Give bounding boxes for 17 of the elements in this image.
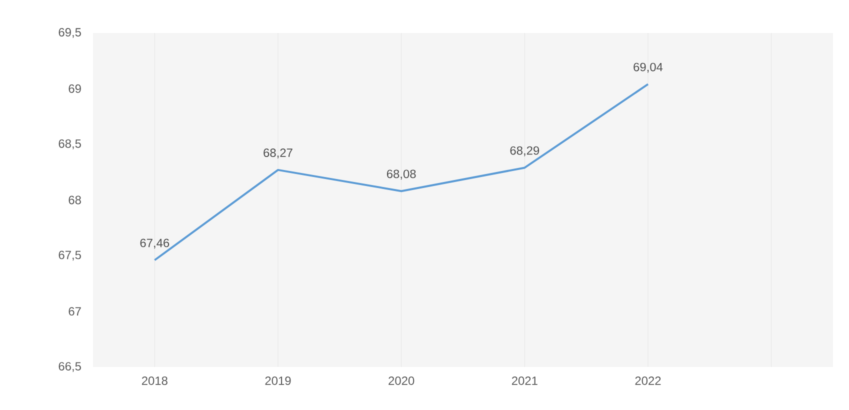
y-tick-label: 67 [68, 307, 81, 316]
x-tick-label: 2020 [388, 376, 414, 385]
data-label: 68,29 [510, 146, 540, 156]
data-label: 69,04 [634, 62, 663, 73]
y-tick-label: 69,5 [58, 28, 81, 38]
y-tick-label: 66,5 [58, 362, 81, 372]
y-tick-label: 67,5 [58, 250, 81, 261]
x-tick-label: 2021 [512, 376, 538, 385]
x-tick-label: 2022 [635, 376, 661, 385]
x-tick-label: 2018 [142, 376, 168, 385]
y-tick-label: 69 [68, 84, 81, 93]
data-label: 67,46 [140, 238, 170, 249]
y-tick-label: 68 [68, 196, 81, 204]
y-tick-label: 68,5 [58, 139, 81, 150]
data-label: 68,08 [386, 170, 416, 180]
x-tick-label: 2019 [265, 376, 291, 385]
data-label: 68,27 [264, 148, 292, 158]
